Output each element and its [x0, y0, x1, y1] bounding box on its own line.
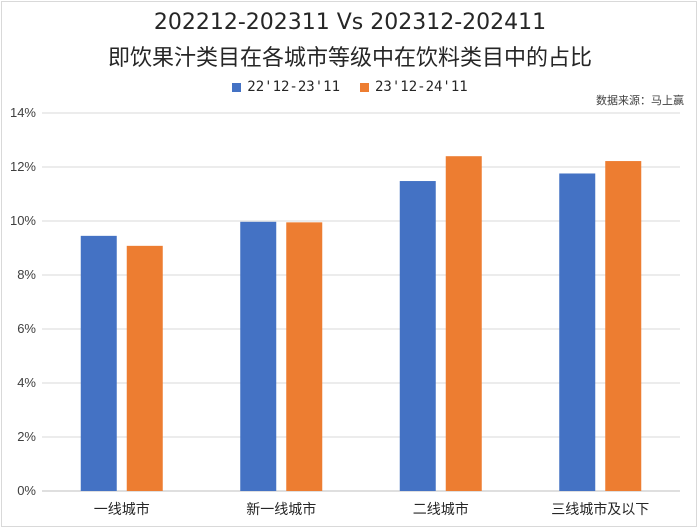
legend-label-series-2: 23'12-24'11 — [375, 79, 468, 95]
y-tick-label: 8% — [17, 267, 36, 282]
legend-swatch-series-1 — [232, 82, 242, 92]
data-source-note: 数据来源：马上赢 — [596, 94, 684, 107]
y-tick-label: 14% — [10, 105, 36, 120]
bar-series-1 — [559, 173, 596, 492]
legend-item-series-1: 22'12-23'11 — [232, 79, 340, 95]
y-tick-label: 6% — [17, 321, 36, 336]
chart-subtitle: 即饮果汁类目在各城市等级中在饮料类目中的占比 — [107, 46, 592, 71]
bar-series-2 — [126, 245, 163, 491]
legend-swatch-series-2 — [360, 82, 369, 92]
chart-title: 202212-202311 Vs 202312-202411 — [153, 10, 547, 35]
y-tick-label: 10% — [10, 213, 36, 228]
legend-item-series-2: 23'12-24'11 — [360, 79, 468, 95]
y-tick-label: 4% — [17, 375, 36, 390]
x-category-label: 三线城市及以下 — [551, 501, 649, 518]
x-category-label: 新一线城市 — [246, 501, 316, 518]
bar-series-2 — [445, 156, 482, 491]
x-category-label: 一线城市 — [94, 501, 150, 518]
y-tick-label: 0% — [17, 483, 36, 498]
legend-label-series-1: 22'12-23'11 — [247, 79, 340, 95]
bar-series-2 — [286, 222, 323, 491]
chart-legend: 22'12-23'11 23'12-24'11 — [0, 79, 700, 95]
bar-series-1 — [240, 221, 277, 491]
bar-series-1 — [399, 181, 436, 492]
x-category-label: 二线城市 — [413, 501, 469, 518]
bar-series-2 — [605, 161, 642, 491]
y-tick-label: 12% — [10, 159, 36, 174]
y-tick-label: 2% — [17, 429, 36, 444]
bar-series-1 — [80, 235, 117, 491]
